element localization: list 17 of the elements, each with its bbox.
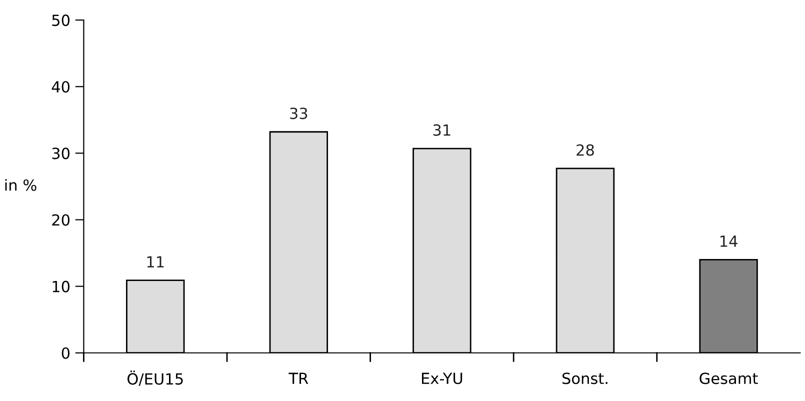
x-tick-label: Ex-YU bbox=[422, 372, 462, 384]
data-label: 11 bbox=[147, 256, 164, 268]
y-tick-label: 10 bbox=[52, 280, 70, 292]
x-tick-label: Ö/EU15 bbox=[127, 370, 183, 386]
y-tick-label: 30 bbox=[52, 148, 70, 160]
x-tick-label: Gesamt bbox=[700, 372, 758, 384]
x-tick-label: Sonst. bbox=[562, 372, 608, 384]
y-tick-label: 0 bbox=[62, 347, 70, 359]
y-tick-label: 50 bbox=[52, 14, 70, 26]
y-tick-label: 40 bbox=[52, 81, 70, 93]
x-tick-label: TR bbox=[288, 372, 308, 384]
y-axis-title: in % bbox=[5, 179, 36, 191]
data-label: 14 bbox=[720, 236, 738, 247]
data-label: 33 bbox=[290, 108, 308, 120]
data-label: 28 bbox=[576, 144, 594, 156]
data-label: 31 bbox=[433, 124, 450, 136]
y-tick-label: 20 bbox=[52, 214, 70, 226]
